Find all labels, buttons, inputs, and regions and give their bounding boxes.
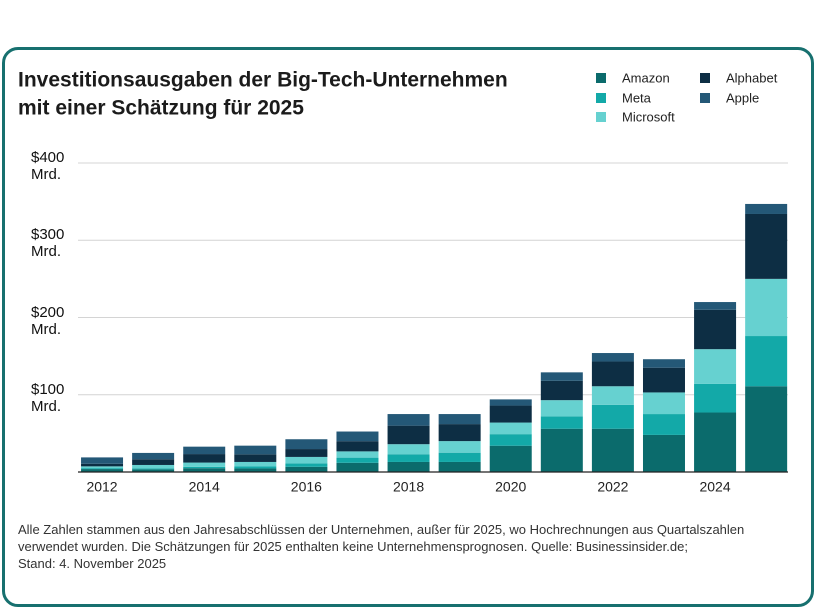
x-tick-label: 2020 [495,479,526,495]
page: {"chart_data": {"type": "stacked-bar", "… [2,47,814,607]
bar-segment [132,459,175,465]
bar-segment [285,456,328,464]
bar-segment [642,367,685,393]
bar-segment [336,451,379,458]
bar-segment [183,454,226,463]
legend-label: Apple [726,90,759,105]
bar-segment [489,399,532,406]
bar-segment [285,463,328,467]
bar-segment [694,412,737,472]
legend-label: Amazon [622,70,670,85]
bar-segment [234,445,277,455]
bar-segment [387,461,430,472]
legend-label: Meta [622,90,652,105]
bar-segment [81,468,124,470]
bar-segment [745,278,788,337]
chart: Investitionsausgaben der Big-Tech-Untern… [18,69,788,495]
legend-swatch [596,112,606,122]
bar-segment [234,454,277,462]
bar-segment [81,463,124,467]
bar-segment [745,386,788,472]
x-tick-label: 2012 [86,479,117,495]
bar-segment [591,428,634,472]
legend-swatch [596,93,606,103]
bar-segment [642,434,685,472]
bar-segment [489,405,532,423]
x-tick-label: 2014 [189,479,220,495]
bar-segment [336,431,379,442]
bar-segment [285,466,328,472]
bar-segment [694,349,737,384]
bar-segment [540,416,583,429]
bar-segment [132,452,175,460]
bar-segment [81,457,124,464]
bar-segment [745,213,788,279]
bar-segment [387,444,430,455]
footnote: verwendet wurden. Die Schätzungen für 20… [18,539,688,554]
footnote: Stand: 4. November 2025 [18,556,167,571]
bar-segment [438,452,481,462]
chart-title: mit einer Schätzung für 2025 [18,97,304,120]
bar-segment [183,446,226,455]
bar-segment [183,468,226,472]
bar-segment [642,414,685,435]
x-tick-label: 2018 [393,479,424,495]
bar-segment [438,424,481,442]
legend-swatch [700,93,710,103]
bar-segment [183,462,226,467]
bar-segment [642,392,685,415]
y-tick-label: $100 Mrd. [31,380,65,415]
bar-segment [489,422,532,435]
bar-segment [694,302,737,310]
bar-segment [183,466,226,469]
bar-segment [438,441,481,453]
bar-segment [540,380,583,401]
bar-segment [387,414,430,426]
bar-segment [540,372,583,381]
bar-segment [81,469,124,472]
bar-segment [591,353,634,362]
bar-segment [694,383,737,413]
bar-segment [489,445,532,472]
y-tick-label: $400 Mrd. [31,149,65,183]
bar-segment [540,428,583,472]
bar-segment [438,414,481,425]
bar-segment [745,336,788,387]
bar-segment [336,441,379,452]
bar-segment [132,469,175,472]
bar-segment [336,462,379,472]
legend-label: Microsoft [622,109,675,124]
bar-segment [438,461,481,472]
bar-segment [540,400,583,417]
bar-segment [234,466,277,469]
bar-segment [285,439,328,450]
bar-segment [387,425,430,445]
bar-segment [387,454,430,462]
x-tick-label: 2022 [597,479,628,495]
bar-segment [745,203,788,214]
bar-segment [285,449,328,457]
x-tick-label: 2016 [291,479,322,495]
footnote: Alle Zahlen stammen aus den Jahresabschl… [18,522,745,537]
bar-segment [591,404,634,429]
y-tick-label: $200 Mrd. [31,303,65,338]
bar-segment [234,468,277,472]
x-tick-label: 2024 [699,479,730,495]
bar-segment [591,361,634,387]
bar-segment [132,464,175,469]
legend-swatch [596,73,606,83]
bar-segment [81,466,124,469]
bar-segment [336,457,379,463]
bar-segment [234,461,277,467]
bar-segment [642,359,685,368]
bar-segment [591,386,634,405]
bar-segment [694,309,737,350]
bar-segment [132,468,175,470]
y-tick-label: $300 Mrd. [31,226,65,261]
legend-label: Alphabet [726,70,778,85]
legend-swatch [700,73,710,83]
bar-segment [489,434,532,446]
chart-title: Investitionsausgaben der Big-Tech-Untern… [18,69,508,92]
